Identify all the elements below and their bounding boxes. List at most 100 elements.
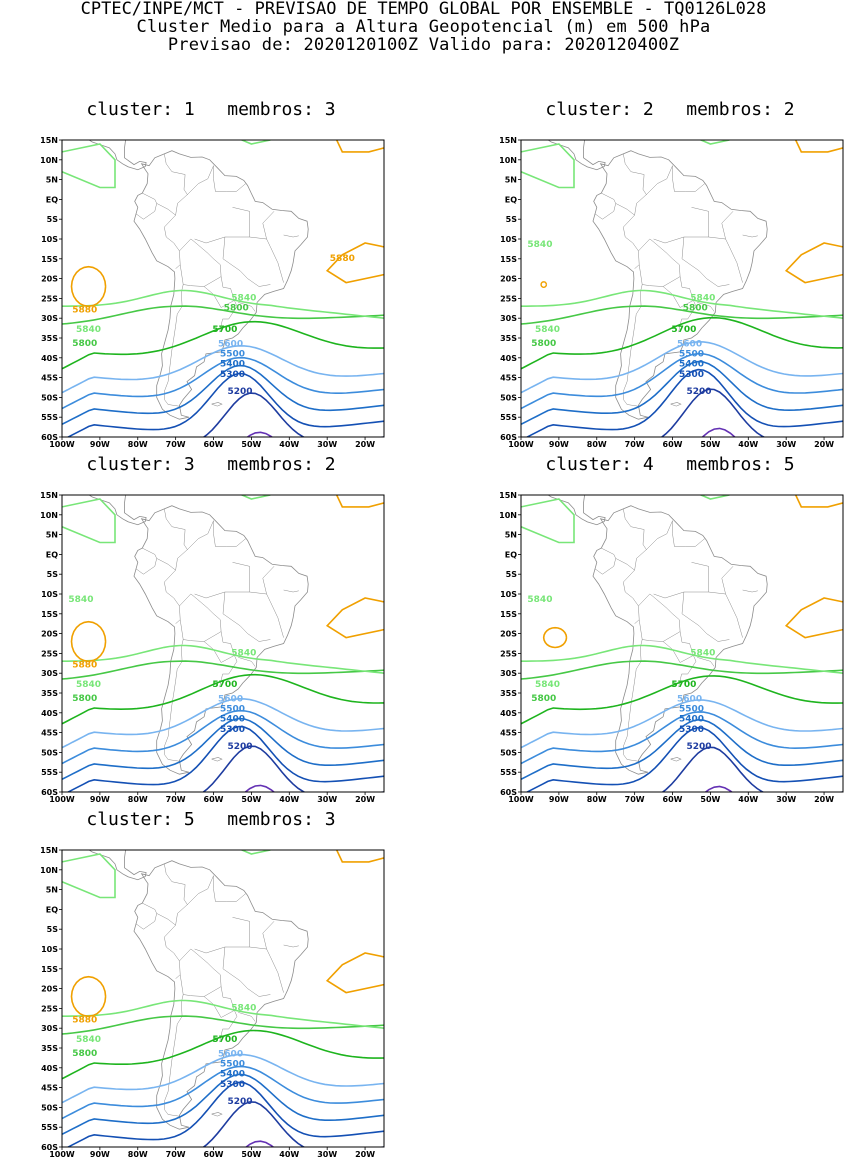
contour-5300 [66,372,384,437]
country-border [222,591,241,626]
contour-5880-ne [335,495,384,508]
lat-label: 15N [499,136,517,145]
contour-5840 [62,143,116,189]
contour-label-5880: 5880 [330,254,355,264]
contour-5500 [521,711,843,765]
cluster-panel-2: cluster: 2 membros: 2 15N 10N 5N EQ 5S 10S 15S 2… [459,100,847,449]
country-border [179,948,222,997]
lon-label: 60W [663,795,683,804]
lat-label: 60S [500,433,517,442]
lat-label: 10N [40,156,58,165]
contour-5880-loop [70,620,107,663]
lon-label: 70W [625,440,645,449]
lat-label: 30S [41,314,58,323]
contour-label-5840: 5840 [527,240,552,250]
country-border [194,946,271,958]
lat-label: 5S [47,215,59,224]
lat-label: 35S [41,334,58,343]
lon-label: 70W [625,795,645,804]
lat-label: 15N [40,491,58,500]
country-border [653,236,730,248]
lat-label: 45S [500,729,517,738]
country-border [156,558,181,624]
contour-label-5880: 5880 [72,305,97,315]
contour-5880-east [325,952,384,994]
contour-label-5840: 5840 [68,595,93,605]
country-border [262,921,275,950]
lon-label: 90W [549,440,569,449]
contour-5400 [62,717,384,781]
lon-label: 80W [587,440,607,449]
geopotential-map: 15N 10N 5N EQ 5S 10S 15S 20S 25S 30S 35S 40S 45S 50S 5… [40,136,385,449]
lat-label: 15S [41,610,58,619]
contour-5600 [62,697,384,749]
lon-label: 20W [355,1150,375,1159]
contour-label-5200: 5200 [228,387,253,397]
contour-label-5800: 5800 [683,303,708,313]
country-border [594,547,616,575]
contour-5500 [521,352,843,410]
country-border [179,238,222,287]
contour-label-5200: 5200 [687,742,712,752]
country-border [623,153,647,216]
contour-label-5700: 5700 [212,1035,237,1045]
lon-label: 50W [241,795,261,804]
lon-label: 30W [776,440,796,449]
country-border [691,207,709,237]
country-border [232,207,250,237]
contour-label-5500: 5500 [220,1060,245,1070]
lat-label: 5S [506,215,518,224]
contour-5500 [62,1065,384,1120]
country-border [239,980,271,997]
contour-label-5840: 5840 [231,293,256,303]
lon-label: 60W [663,440,683,449]
lat-label: 30S [41,669,58,678]
lat-label: 20S [500,275,517,284]
lon-label: 30W [776,795,796,804]
lat-label: EQ [505,550,517,559]
contour-5840 [521,644,843,674]
contour-5600 [521,699,843,749]
lat-label: 15N [40,136,58,145]
south-america-coastline [133,505,309,775]
country-border [219,300,238,333]
contour-label-5800: 5800 [531,339,556,349]
lat-label: 5S [47,925,59,934]
lat-label: 30S [41,1024,58,1033]
contour-5880-east [784,242,843,284]
contour-5200 [202,392,384,437]
geopotential-map: 15N 10N 5N EQ 5S 10S 15S 20S 25S 30S 35S 40S 45S 50S 5… [499,136,844,449]
lat-label: 40S [500,354,517,363]
panel-title: cluster: 1 membros: 3 [86,99,336,120]
lon-label: 100W [49,795,75,804]
country-border [239,625,271,642]
contour-label-5400: 5400 [220,715,245,725]
contour-label-5840: 5840 [76,680,101,690]
contour-label-5700: 5700 [671,325,696,335]
country-border [721,566,734,595]
contour-label-5700: 5700 [671,680,696,690]
lat-label: 25S [500,294,517,303]
lon-label: 40W [738,440,758,449]
country-border [213,875,246,902]
country-border [623,508,647,571]
contour-label-5600: 5600 [677,340,702,350]
lat-label: 40S [41,1064,58,1073]
contour-5840-north [698,140,730,145]
contour-label-5200: 5200 [228,1097,253,1107]
contour-5840 [521,498,575,544]
country-border [232,917,250,947]
contour-5400 [62,364,384,426]
country-border [203,986,235,1018]
country-border [219,1010,238,1043]
contour-5880-east [325,242,384,284]
lat-label: 50S [41,1103,58,1112]
contour-label-5300: 5300 [679,370,704,380]
contour-label-5840: 5840 [527,595,552,605]
lat-label: 55S [500,768,517,777]
lon-label: 30W [317,795,337,804]
country-border [698,625,730,642]
lat-label: 50S [500,748,517,757]
lon-label: 50W [700,795,720,804]
country-border [638,238,681,287]
